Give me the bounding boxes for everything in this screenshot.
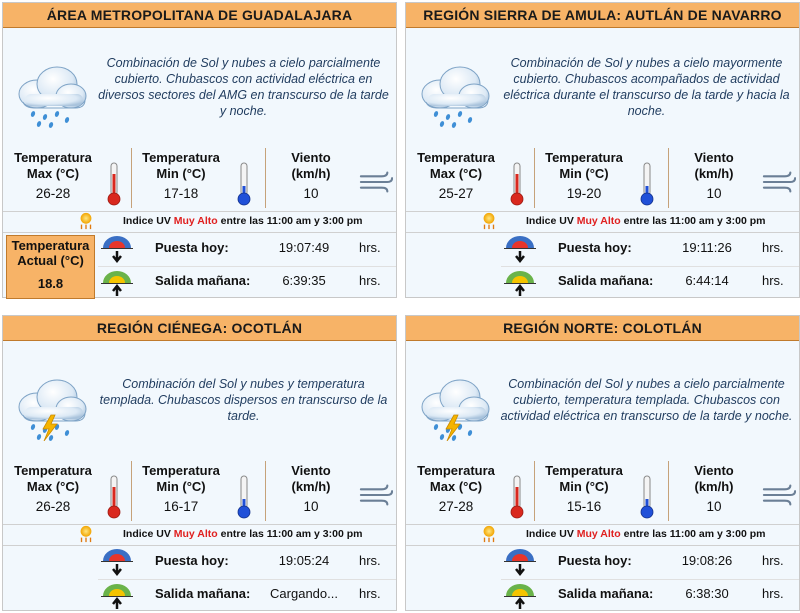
wind-label: Viento (km/h) [694, 150, 734, 181]
sunset-icon [502, 547, 538, 577]
sunrise-hrs: hrs. [359, 586, 381, 601]
sunrise-label: Salida mañana: [558, 273, 654, 288]
weather-panel: REGIÓN NORTE: COLOTLÁN Combinación del S… [405, 315, 800, 611]
thermometer-blue-icon [640, 475, 654, 519]
thermometer-red-icon [510, 475, 524, 519]
sunset-hrs: hrs. [359, 240, 381, 255]
temp-min-value: 19-20 [566, 186, 602, 201]
actual-temp-value: 18.8 [37, 276, 64, 291]
sunset-icon [502, 234, 538, 264]
sunrise-time: Cargando... [270, 586, 338, 601]
actual-temp-box: Temperatura Actual (°C) 18.8 [6, 235, 95, 299]
thermometer-blue-icon [237, 475, 251, 519]
wind-icon [762, 170, 796, 194]
sun-uv-icon [77, 525, 95, 543]
sunrise-label: Salida mañana: [155, 273, 251, 288]
temp-max-value: 27-28 [438, 499, 474, 514]
temp-max-label: Temperatura Max (°C) [14, 463, 92, 494]
panel-title: ÁREA METROPOLITANA DE GUADALAJARA [3, 3, 396, 28]
uv-index-row: Indice UV Muy Alto entre las 11:00 am y … [406, 211, 799, 233]
uv-index-text: Indice UV Muy Alto entre las 11:00 am y … [526, 215, 766, 227]
uv-index-row: Indice UV Muy Alto entre las 11:00 am y … [3, 524, 396, 546]
sunrise-hrs: hrs. [359, 273, 381, 288]
sunset-time: 19:11:26 [682, 240, 732, 255]
sunrise-icon [99, 267, 135, 297]
forecast-description: Combinación de Sol y nubes a cielo mayor… [503, 56, 790, 118]
sun-uv-icon [77, 212, 95, 230]
panel-title: REGIÓN NORTE: COLOTLÁN [406, 316, 799, 341]
thermometer-blue-icon [640, 162, 654, 206]
sunset-icon [99, 234, 135, 264]
forecast-description: Combinación del Sol y nubes a cielo parc… [500, 377, 793, 423]
sunrise-icon [502, 580, 538, 610]
uv-index-row: Indice UV Muy Alto entre las 11:00 am y … [406, 524, 799, 546]
temp-max-value: 26-28 [35, 186, 71, 201]
sunrise-time: 6:38:30 [685, 586, 729, 601]
temp-max-label: Temperatura Max (°C) [417, 150, 495, 181]
uv-index-text: Indice UV Muy Alto entre las 11:00 am y … [526, 528, 766, 540]
cloud-rain-icon [13, 58, 89, 128]
sun-uv-icon [480, 212, 498, 230]
sunrise-time: 6:39:35 [282, 273, 326, 288]
thermometer-red-icon [107, 475, 121, 519]
cloud-storm-icon [13, 371, 89, 441]
sunset-hrs: hrs. [762, 240, 784, 255]
panel-title: REGIÓN CIÉNEGA: OCOTLÁN [3, 316, 396, 341]
sunset-label: Puesta hoy: [155, 553, 229, 568]
wind-value: 10 [706, 186, 722, 201]
weather-panel: REGIÓN CIÉNEGA: OCOTLÁN Combinación del … [2, 315, 397, 611]
forecast-description: Combinación de Sol y nubes a cielo parci… [98, 56, 389, 118]
temp-min-label: Temperatura Min (°C) [142, 463, 220, 494]
cloud-storm-icon [416, 371, 492, 441]
wind-icon [359, 170, 393, 194]
weather-panel: ÁREA METROPOLITANA DE GUADALAJARA Combin… [2, 2, 397, 299]
cloud-rain-icon [416, 58, 492, 128]
sunset-hrs: hrs. [359, 553, 381, 568]
wind-value: 10 [303, 186, 319, 201]
thermometer-red-icon [510, 162, 524, 206]
uv-index-row: Indice UV Muy Alto entre las 11:00 am y … [3, 211, 396, 233]
temp-max-label: Temperatura Max (°C) [417, 463, 495, 494]
forecast-description: Combinación del Sol y nubes y temperatur… [99, 377, 388, 423]
actual-temp-label: Temperatura Actual (°C) [11, 238, 90, 268]
panel-title: REGIÓN SIERRA DE AMULA: AUTLÁN DE NAVARR… [406, 3, 799, 28]
temp-max-value: 25-27 [438, 186, 474, 201]
thermometer-blue-icon [237, 162, 251, 206]
sunrise-label: Salida mañana: [558, 586, 654, 601]
sunset-label: Puesta hoy: [558, 553, 632, 568]
sunset-label: Puesta hoy: [155, 240, 229, 255]
temp-min-label: Temperatura Min (°C) [142, 150, 220, 181]
sun-uv-icon [480, 525, 498, 543]
sunset-icon [99, 547, 135, 577]
wind-label: Viento (km/h) [291, 150, 331, 181]
sunrise-icon [99, 580, 135, 610]
temp-min-value: 17-18 [163, 186, 199, 201]
sunset-time: 19:07:49 [278, 240, 330, 255]
temp-min-label: Temperatura Min (°C) [545, 150, 623, 181]
wind-label: Viento (km/h) [291, 463, 331, 494]
temp-min-label: Temperatura Min (°C) [545, 463, 623, 494]
sunrise-label: Salida mañana: [155, 586, 251, 601]
thermometer-red-icon [107, 162, 121, 206]
wind-icon [359, 483, 393, 507]
wind-value: 10 [303, 499, 319, 514]
sunrise-hrs: hrs. [762, 273, 784, 288]
sunset-time: 19:08:26 [681, 553, 733, 568]
uv-index-text: Indice UV Muy Alto entre las 11:00 am y … [123, 215, 363, 227]
sunset-hrs: hrs. [762, 553, 784, 568]
wind-value: 10 [706, 499, 722, 514]
sunset-time: 19:05:24 [278, 553, 330, 568]
weather-panel: REGIÓN SIERRA DE AMULA: AUTLÁN DE NAVARR… [405, 2, 800, 298]
temp-max-value: 26-28 [35, 499, 71, 514]
sunset-label: Puesta hoy: [558, 240, 632, 255]
temp-min-value: 16-17 [163, 499, 199, 514]
wind-label: Viento (km/h) [694, 463, 734, 494]
sunrise-time: 6:44:14 [685, 273, 729, 288]
sunrise-icon [502, 267, 538, 297]
sunrise-hrs: hrs. [762, 586, 784, 601]
wind-icon [762, 483, 796, 507]
temp-min-value: 15-16 [566, 499, 602, 514]
uv-index-text: Indice UV Muy Alto entre las 11:00 am y … [123, 528, 363, 540]
temp-max-label: Temperatura Max (°C) [14, 150, 92, 181]
